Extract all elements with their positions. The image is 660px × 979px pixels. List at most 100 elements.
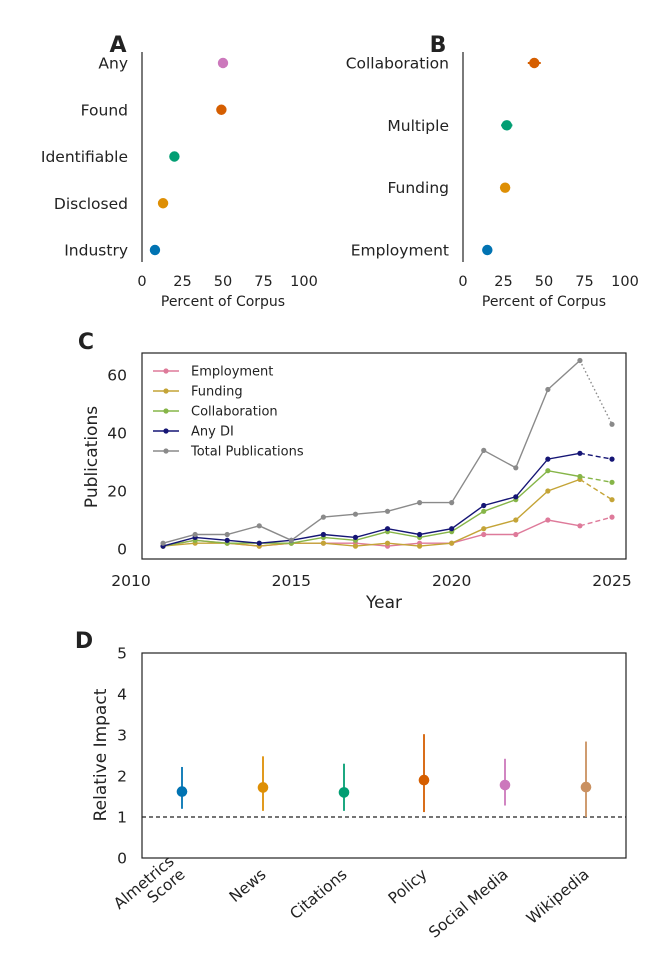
panel-d-frame <box>141 652 627 859</box>
data-point <box>157 198 169 209</box>
data-point <box>499 779 511 791</box>
panel-a-label: A <box>109 33 126 58</box>
data-point <box>320 540 326 546</box>
y-tick-label: 2 <box>117 768 127 786</box>
data-point <box>545 517 551 523</box>
projection-line <box>579 452 613 460</box>
category-label-line: Wikipedia <box>523 865 592 927</box>
category-label-line: News <box>226 865 270 906</box>
x-tick-label: 75 <box>254 274 272 290</box>
data-point <box>609 514 615 520</box>
legend-marker <box>163 388 169 394</box>
series-line <box>162 452 581 547</box>
panel-b-x-label: Percent of Corpus <box>482 294 606 310</box>
y-tick-label: 4 <box>117 686 127 704</box>
legend-label: Any DI <box>191 425 234 440</box>
data-point <box>609 497 615 503</box>
panel-c-frame <box>141 352 627 560</box>
data-point <box>481 502 487 509</box>
legend-marker <box>163 428 169 434</box>
panel-b-label: B <box>430 33 447 58</box>
legend-label: Funding <box>191 385 243 400</box>
x-tick-label: 100 <box>290 274 318 290</box>
data-point <box>529 57 540 69</box>
category-label-line: Policy <box>385 865 431 907</box>
x-tick-label: 50 <box>535 274 553 290</box>
data-point <box>224 531 230 538</box>
legend-label: Employment <box>191 365 273 380</box>
legend-label: Collaboration <box>191 405 278 420</box>
projection-line <box>579 360 613 425</box>
data-point <box>577 357 583 364</box>
data-point <box>609 421 615 427</box>
data-point <box>256 523 262 529</box>
x-tick-label: 2020 <box>432 572 471 590</box>
data-point <box>545 468 551 474</box>
data-point <box>577 473 583 480</box>
data-point <box>160 540 166 546</box>
projection-line <box>579 516 613 527</box>
data-point <box>545 456 551 462</box>
data-point <box>481 508 487 514</box>
data-point <box>449 540 455 546</box>
category-label: Policy <box>385 865 431 907</box>
data-point <box>513 517 519 523</box>
y-tick-label: 3 <box>117 727 127 745</box>
data-point <box>417 531 423 538</box>
data-point <box>609 479 615 485</box>
data-point <box>384 508 391 514</box>
data-point <box>580 781 592 793</box>
data-point <box>417 500 423 506</box>
category-label: Any <box>98 55 128 73</box>
y-tick-label: 1 <box>117 809 127 827</box>
panel-c-label: C <box>78 330 94 355</box>
data-point <box>499 182 511 193</box>
x-tick-label: 75 <box>575 274 593 290</box>
y-tick-label: 20 <box>107 483 127 501</box>
data-point <box>352 511 359 517</box>
series-line <box>162 469 581 547</box>
data-point <box>352 543 359 549</box>
category-label: Citations <box>287 865 351 923</box>
data-point <box>384 540 391 546</box>
projection-line <box>579 475 613 483</box>
data-point <box>176 786 188 797</box>
data-point <box>501 120 512 131</box>
legend-marker <box>163 448 169 454</box>
y-tick-label: 0 <box>117 541 127 559</box>
data-point <box>352 534 359 541</box>
data-point <box>418 774 430 786</box>
data-point <box>481 447 487 453</box>
data-point <box>384 526 391 532</box>
data-point <box>513 494 519 500</box>
data-point <box>417 543 423 549</box>
category-label-line: Citations <box>287 865 351 923</box>
data-point <box>192 531 198 538</box>
data-point <box>577 523 583 529</box>
panel-b: Percent of Corpus 0 25 50 75 100 Collaboratio… <box>346 52 639 310</box>
category-label: News <box>226 865 270 906</box>
y-tick-label: 0 <box>117 850 127 868</box>
data-point <box>256 540 262 546</box>
data-point <box>288 537 294 543</box>
data-point <box>545 386 551 393</box>
panel-a-x-label: Percent of Corpus <box>161 294 285 310</box>
panel-d-label: D <box>75 629 93 654</box>
data-point <box>609 456 615 462</box>
data-point <box>216 104 227 115</box>
data-point <box>169 151 180 162</box>
data-point <box>449 526 455 532</box>
category-label: Identifiable <box>41 148 128 166</box>
panel-c-x-label: Year <box>365 593 402 613</box>
category-label: Wikipedia <box>523 865 592 927</box>
panel-c: Publications Year 2010 2015 2020 2025 0 20 40 6… <box>82 352 632 613</box>
legend-marker <box>163 368 169 374</box>
projection-line <box>579 478 613 501</box>
data-point <box>217 57 229 69</box>
x-tick-label: 2010 <box>111 572 150 590</box>
panel-a: Percent of Corpus 0 25 50 75 100 Any Found Iden… <box>41 52 318 310</box>
category-label: Funding <box>387 179 449 197</box>
y-tick-label: 5 <box>117 645 127 663</box>
category-label: Industry <box>64 242 128 260</box>
